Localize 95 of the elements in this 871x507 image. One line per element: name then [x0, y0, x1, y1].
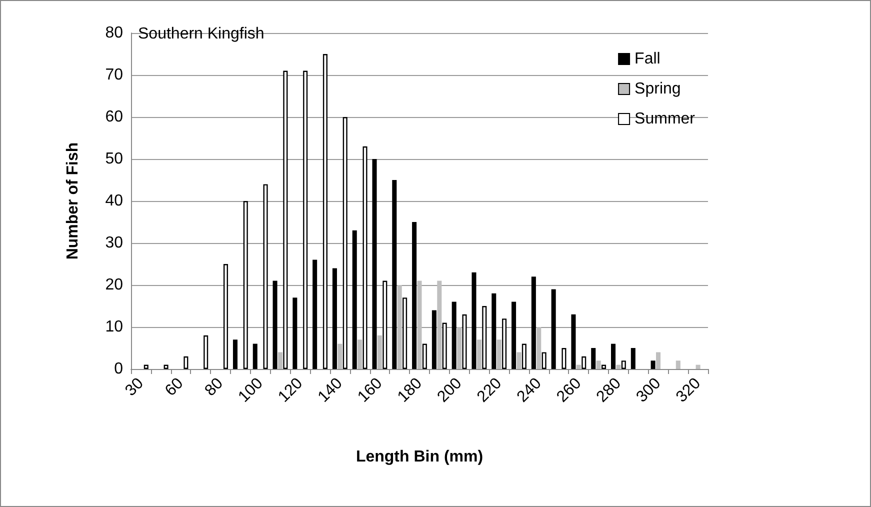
x-tick-label: 300 — [633, 374, 664, 406]
bar — [362, 146, 368, 369]
bar — [303, 70, 308, 369]
bar — [252, 344, 258, 369]
y-tick-label: 50 — [105, 150, 124, 168]
bar — [582, 356, 586, 369]
y-tick-label: 20 — [105, 276, 124, 294]
bar — [452, 302, 456, 369]
bar — [621, 360, 626, 369]
bar — [551, 289, 556, 369]
bar — [482, 306, 487, 369]
chart-title: Southern Kingfish — [138, 26, 264, 42]
legend-label: Spring — [634, 80, 681, 98]
x-tick-label: 240 — [514, 374, 545, 406]
x-tick-label: 160 — [354, 374, 386, 406]
bar — [397, 285, 402, 369]
bar — [332, 268, 337, 369]
bar — [602, 364, 606, 369]
bar — [292, 298, 298, 369]
x-tick-label: 180 — [394, 374, 426, 406]
bar — [322, 54, 328, 369]
bar — [338, 344, 342, 369]
y-tick-label: 10 — [105, 318, 124, 336]
y-tick-label: 60 — [105, 108, 124, 126]
bar — [184, 356, 188, 369]
x-tick-label: 320 — [673, 374, 704, 406]
bar — [278, 352, 282, 369]
x-tick-label: 140 — [315, 374, 346, 406]
bar — [512, 302, 516, 369]
legend-label: Fall — [634, 50, 660, 68]
x-tick-label: 60 — [162, 374, 187, 400]
bar — [562, 348, 566, 369]
bar — [516, 352, 522, 369]
y-axis-title: Number of Fish — [64, 142, 82, 260]
bar — [358, 340, 362, 369]
bar — [616, 364, 621, 369]
bar — [442, 322, 447, 369]
bar — [522, 344, 526, 369]
bar — [496, 340, 502, 369]
bar — [223, 264, 228, 369]
y-tick-label: 40 — [105, 192, 124, 210]
y-tick-label: 70 — [105, 66, 124, 84]
bar — [437, 280, 442, 369]
bar — [536, 327, 542, 369]
bar — [243, 201, 248, 369]
x-tick-label: 100 — [235, 374, 266, 406]
bar — [656, 352, 661, 369]
bar — [432, 310, 436, 369]
bar — [422, 344, 427, 369]
x-tick-label: 80 — [202, 374, 227, 400]
bar — [472, 272, 476, 369]
bar — [630, 348, 636, 369]
x-tick-label: 260 — [554, 374, 585, 406]
bar — [596, 360, 601, 369]
bar — [457, 327, 462, 369]
x-tick-label: 30 — [122, 374, 148, 400]
bar — [263, 184, 268, 369]
x-tick-label: 120 — [275, 374, 306, 406]
x-axis-title: Length Bin (mm) — [356, 448, 484, 466]
bar — [542, 352, 546, 369]
bar — [611, 344, 616, 369]
y-tick-label: 30 — [105, 234, 124, 252]
bar — [377, 335, 382, 369]
bar — [144, 364, 148, 369]
bar — [476, 340, 482, 369]
bar — [462, 314, 467, 369]
legend-label: Summer — [634, 110, 696, 128]
bar — [232, 340, 238, 369]
bar — [412, 222, 417, 369]
bar — [204, 335, 208, 369]
bar — [372, 159, 377, 369]
bar — [417, 280, 422, 369]
bar — [492, 293, 496, 369]
bar — [392, 180, 397, 369]
y-tick-label: 0 — [114, 360, 124, 378]
y-tick-label: 80 — [105, 24, 124, 42]
bar — [164, 364, 168, 369]
bar — [342, 117, 348, 369]
bar — [382, 280, 388, 369]
x-tick-label: 220 — [474, 374, 506, 406]
bar — [312, 260, 318, 369]
bar — [676, 360, 680, 369]
bar — [272, 280, 278, 369]
bar — [696, 364, 700, 369]
bar — [576, 364, 581, 369]
bar — [283, 70, 288, 369]
bar — [502, 318, 507, 369]
bar — [402, 298, 408, 369]
x-tick-label: 200 — [434, 374, 466, 406]
bar — [531, 276, 536, 369]
bar — [352, 230, 357, 369]
bar — [591, 348, 596, 369]
bar — [650, 360, 656, 369]
bar — [571, 314, 576, 369]
x-tick-label: 280 — [594, 374, 625, 406]
